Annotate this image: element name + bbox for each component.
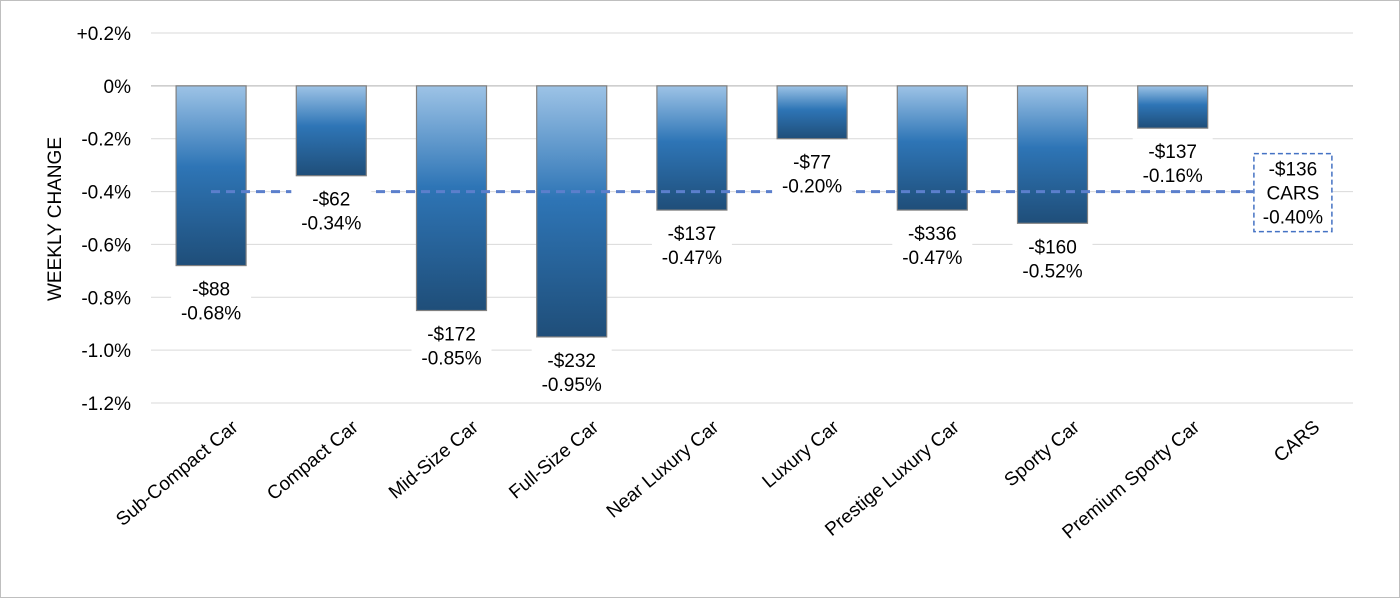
bar xyxy=(415,85,488,312)
data-label-dollar: -$137 xyxy=(668,224,717,245)
x-tick-label: Near Luxury Car xyxy=(603,416,724,522)
x-tick-label: Sporty Car xyxy=(1001,416,1085,491)
bar xyxy=(776,85,848,140)
x-tick-label: Luxury Car xyxy=(759,416,844,492)
y-tick-label: -0.4% xyxy=(81,183,131,204)
data-label-background xyxy=(291,185,372,236)
data-label-dollar: -$336 xyxy=(908,224,957,245)
data-label-percent: -0.52% xyxy=(1022,261,1082,282)
bar xyxy=(175,85,247,267)
data-label-dollar: -$232 xyxy=(547,351,596,372)
bar xyxy=(536,85,608,338)
data-label-dollar: -$62 xyxy=(312,190,350,211)
y-axis-ticks: +0.2% 0% -0.2% -0.4% -0.6% -0.8% -1.0% -1.2% xyxy=(77,24,132,415)
reference-callout-text: CARS xyxy=(1267,184,1320,205)
data-label-background xyxy=(1012,233,1093,284)
x-tick-label: Prestige Luxury Car xyxy=(821,416,964,540)
data-label-background xyxy=(651,220,732,271)
x-tick-label: CARS xyxy=(1270,417,1324,467)
x-tick-label: Full-Size Car xyxy=(505,416,603,503)
data-label-dollar: -$88 xyxy=(192,280,230,301)
data-label-dollar: -$160 xyxy=(1028,237,1077,258)
reference-callout-box xyxy=(1253,152,1333,233)
data-label-percent: -0.95% xyxy=(542,375,602,396)
data-label-dollar: -$172 xyxy=(427,325,476,346)
bar xyxy=(656,85,728,211)
data-label-percent: -0.47% xyxy=(902,248,962,269)
data-label-dollar: -$137 xyxy=(1148,142,1197,163)
data-label-dollar: -$77 xyxy=(793,153,831,174)
reference-callout-text: -$136 xyxy=(1269,160,1318,181)
data-label-background xyxy=(411,320,492,371)
y-tick-label: -0.2% xyxy=(81,130,131,151)
y-tick-label: -1.2% xyxy=(81,394,131,415)
data-label-percent: -0.20% xyxy=(782,177,842,198)
data-label-percent: -0.34% xyxy=(301,214,361,235)
y-tick-label: +0.2% xyxy=(77,24,132,45)
data-label-background xyxy=(171,275,252,326)
data-label-percent: -0.47% xyxy=(662,248,722,269)
data-label-background xyxy=(531,346,612,397)
reference-callout-text: -0.40% xyxy=(1263,208,1323,229)
x-tick-label: Sub-Compact Car xyxy=(112,416,242,530)
data-label-background xyxy=(892,220,973,271)
y-tick-label: 0% xyxy=(104,77,132,98)
data-label-percent: -0.85% xyxy=(421,349,481,370)
data-label-percent: -0.68% xyxy=(181,304,241,325)
data-labels: -$88 -0.68% -$62 -0.34% -$172 -0.85% -$232 -0.9… xyxy=(171,138,1333,397)
data-label-background xyxy=(1132,138,1213,189)
x-tick-label: Compact Car xyxy=(263,416,363,504)
bars xyxy=(175,85,1209,338)
bar xyxy=(295,85,367,177)
bar xyxy=(896,85,968,211)
bar xyxy=(1016,85,1089,224)
data-label-percent: -0.16% xyxy=(1143,166,1203,187)
y-tick-label: -0.8% xyxy=(81,288,131,309)
bar xyxy=(1137,85,1209,129)
x-tick-label: Mid-Size Car xyxy=(385,416,483,503)
x-axis-ticks: Sub-Compact Car Compact Car Mid-Size Car Fu… xyxy=(112,416,1324,543)
y-axis-label: WEEKLY CHANGE xyxy=(45,137,66,301)
y-tick-label: -0.6% xyxy=(81,235,131,256)
y-tick-label: -1.0% xyxy=(81,341,131,362)
data-label-background xyxy=(772,148,853,199)
